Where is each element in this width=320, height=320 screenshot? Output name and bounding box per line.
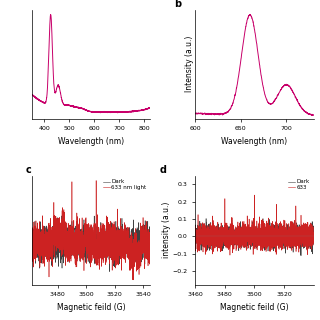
633 — [239, 234, 243, 238]
633 — [228, 253, 232, 257]
X-axis label: Magnetic feild (G): Magnetic feild (G) — [220, 303, 289, 312]
X-axis label: Magnetic feild (G): Magnetic feild (G) — [57, 303, 125, 312]
Dark — [51, 228, 54, 232]
Legend: Dark, 633: Dark, 633 — [287, 178, 311, 191]
Y-axis label: intensity (a.u.): intensity (a.u.) — [162, 202, 171, 258]
Dark — [207, 233, 211, 237]
Dark — [108, 270, 111, 274]
633 — [312, 236, 316, 240]
Dark — [309, 231, 313, 235]
Text: c: c — [26, 164, 32, 174]
633 nm light — [51, 240, 54, 244]
633 — [207, 237, 211, 241]
633 nm light — [146, 234, 150, 238]
Legend: Dark, 633 nm light: Dark, 633 nm light — [102, 178, 148, 191]
Y-axis label: Intensity (a.u.): Intensity (a.u.) — [185, 36, 194, 92]
Line: Dark: Dark — [195, 219, 314, 256]
Dark — [81, 234, 84, 237]
Dark — [297, 242, 300, 246]
Dark — [148, 246, 152, 250]
Text: d: d — [160, 164, 167, 174]
Dark — [299, 254, 303, 258]
Dark — [244, 225, 248, 229]
Line: Dark: Dark — [32, 216, 150, 272]
633 nm light — [131, 278, 135, 282]
633 — [309, 229, 313, 233]
633 nm light — [44, 251, 47, 255]
Dark — [214, 241, 218, 244]
633 nm light — [133, 252, 137, 256]
633 nm light — [81, 236, 84, 240]
633 — [297, 231, 300, 235]
633 nm light — [148, 230, 152, 234]
Dark — [30, 240, 34, 244]
Dark — [193, 235, 197, 238]
Dark — [204, 217, 208, 220]
633 nm light — [30, 241, 34, 244]
Dark — [146, 247, 150, 251]
Text: b: b — [174, 0, 181, 9]
X-axis label: Wavelength (nm): Wavelength (nm) — [58, 137, 124, 146]
Dark — [133, 252, 137, 256]
633 nm light — [76, 239, 79, 243]
Dark — [44, 238, 47, 242]
Line: 633: 633 — [195, 195, 314, 255]
Dark — [239, 232, 243, 236]
Dark — [76, 237, 79, 241]
633 — [252, 193, 256, 197]
Line: 633 nm light: 633 nm light — [32, 180, 150, 280]
633 — [214, 238, 218, 242]
633 — [193, 239, 197, 243]
Dark — [60, 214, 64, 218]
X-axis label: Wavelength (nm): Wavelength (nm) — [221, 137, 287, 146]
633 nm light — [94, 179, 98, 182]
633 — [244, 229, 248, 233]
Dark — [312, 230, 316, 234]
